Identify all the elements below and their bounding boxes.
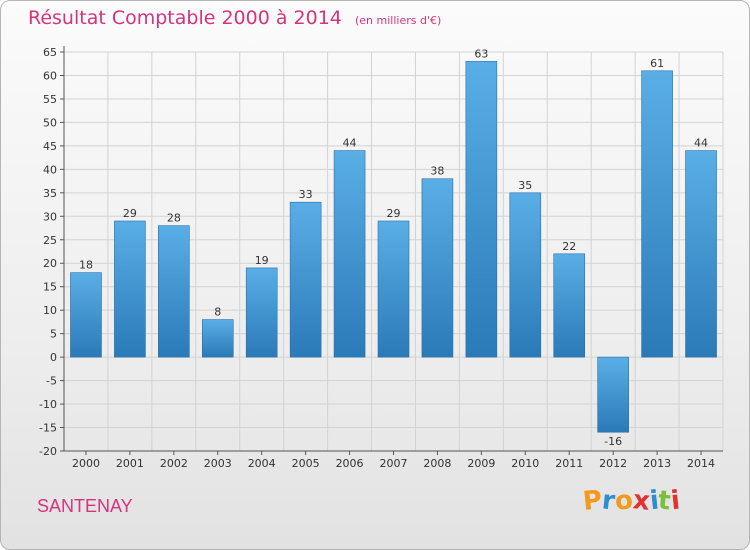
bar-2014 xyxy=(685,150,717,358)
bar-2004 xyxy=(245,267,278,358)
x-tick-label-2002: 2002 xyxy=(160,457,188,470)
bar-2012 xyxy=(597,356,629,433)
y-tick-label: 30 xyxy=(43,210,57,223)
bar-2009 xyxy=(465,61,498,358)
bar-2011 xyxy=(553,253,586,358)
y-tick-label: 25 xyxy=(43,234,57,247)
value-label-2012: -16 xyxy=(604,435,622,448)
data-labels: 18 29 28 8 19 33 44 29 38 63 35 22 -16 61 44 xyxy=(79,47,708,448)
y-tick-label: 50 xyxy=(43,116,57,129)
bar-2002 xyxy=(158,225,190,358)
y-tick-label: 55 xyxy=(43,93,57,106)
y-tick-label: -15 xyxy=(39,422,57,435)
x-tick-label-2005: 2005 xyxy=(292,457,320,470)
bar-2013 xyxy=(641,70,673,358)
value-label-2003: 8 xyxy=(214,306,221,319)
bar-2006 xyxy=(333,150,366,358)
value-label-2000: 18 xyxy=(79,259,93,272)
value-label-2013: 61 xyxy=(650,57,664,70)
y-tick-label: -5 xyxy=(46,375,57,388)
x-tick-label-2012: 2012 xyxy=(599,457,627,470)
value-label-2007: 29 xyxy=(387,207,401,220)
logo-letter: i xyxy=(669,485,682,517)
chart-header: Résultat Comptable 2000 à 2014 (en milli… xyxy=(28,7,441,29)
value-label-2005: 33 xyxy=(299,188,313,201)
proxiti-logo[interactable]: Proxiti xyxy=(581,485,682,517)
x-tick-label-2003: 2003 xyxy=(204,457,232,470)
bar-2001 xyxy=(114,220,146,358)
y-tick-label: -20 xyxy=(39,445,57,458)
x-tick-label-2007: 2007 xyxy=(380,457,408,470)
x-tick-label-2008: 2008 xyxy=(423,457,451,470)
chart-subtitle: (en milliers d'€) xyxy=(354,14,442,27)
y-tick-label: 15 xyxy=(43,281,57,294)
value-label-2008: 38 xyxy=(430,165,444,178)
y-tick-label: -10 xyxy=(39,398,57,411)
value-label-2001: 29 xyxy=(123,207,137,220)
town-name: SANTENAY xyxy=(37,496,133,516)
value-label-2014: 44 xyxy=(694,137,708,150)
chart-title: Résultat Comptable 2000 à 2014 xyxy=(28,7,342,29)
x-tick-label-2001: 2001 xyxy=(116,457,144,470)
bar-2010 xyxy=(509,192,542,358)
y-tick-label: 35 xyxy=(43,187,57,200)
value-label-2010: 35 xyxy=(518,179,532,192)
value-label-2009: 63 xyxy=(474,47,488,60)
bar-2007 xyxy=(377,220,410,358)
x-tick-label-2010: 2010 xyxy=(511,457,539,470)
y-tick-label: 65 xyxy=(43,46,57,59)
bars xyxy=(70,61,717,433)
bar-2000 xyxy=(70,272,102,358)
x-tick-label-2006: 2006 xyxy=(336,457,364,470)
value-label-2004: 19 xyxy=(255,254,269,267)
y-tick-label: 40 xyxy=(43,163,57,176)
bar-2008 xyxy=(421,178,454,358)
y-tick-label: 10 xyxy=(43,304,57,317)
y-tick-label: 5 xyxy=(50,328,57,341)
value-label-2011: 22 xyxy=(562,240,576,253)
value-label-2002: 28 xyxy=(167,212,181,225)
bar-2003 xyxy=(201,319,234,358)
x-tick-label-2000: 2000 xyxy=(72,457,100,470)
axes: -20 -15 -10 -5 0 5 10 15 20 25 30 35 40 45 50 55 60 65 200… xyxy=(39,46,723,470)
y-tick-label: 45 xyxy=(43,140,57,153)
x-tick-label-2013: 2013 xyxy=(643,457,671,470)
x-tick-label-2011: 2011 xyxy=(555,457,583,470)
y-tick-label: 60 xyxy=(43,69,57,82)
y-tick-label: 20 xyxy=(43,257,57,270)
x-tick-label-2014: 2014 xyxy=(687,457,715,470)
x-tick-label-2009: 2009 xyxy=(467,457,495,470)
value-label-2006: 44 xyxy=(343,137,357,150)
y-tick-label: 0 xyxy=(50,351,57,364)
x-tick-label-2004: 2004 xyxy=(248,457,276,470)
bar-2005 xyxy=(289,201,322,358)
